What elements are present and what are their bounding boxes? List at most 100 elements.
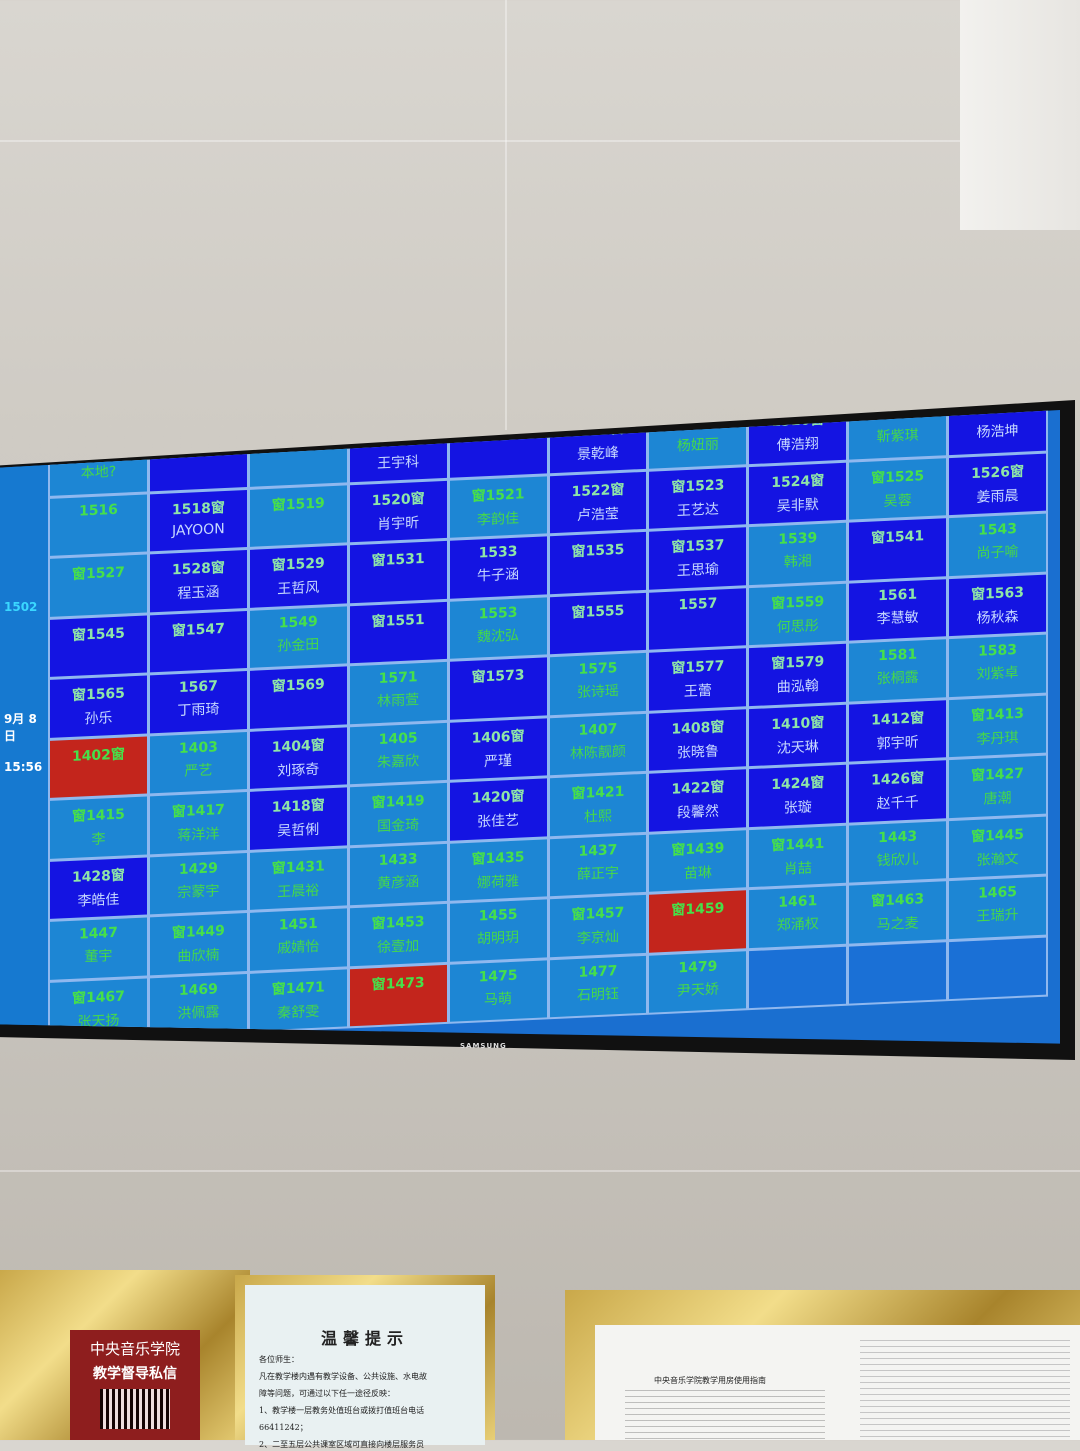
room-cell[interactable]: 1475 马萌 (449, 959, 547, 1022)
room-cell[interactable]: 窗1551 (349, 601, 447, 664)
room-cell[interactable]: 1426窗 赵千千 (849, 760, 947, 823)
room-cell[interactable]: 窗1421 杜熙 (549, 773, 647, 836)
room-cell[interactable]: 窗1413 李丹琪 (949, 695, 1046, 758)
room-cell[interactable]: 1553 魏沈弘 (449, 596, 547, 659)
room-cell[interactable]: 1571 林雨萱 (349, 661, 447, 724)
room-cell[interactable]: 窗1573 (449, 657, 547, 720)
room-cell[interactable]: 1443 钱欣儿 (849, 820, 947, 883)
room-cell[interactable]: 1420窗 张佳艺 (449, 778, 547, 841)
room-cell[interactable]: 1504窗 (149, 428, 247, 491)
room-cell[interactable]: 1509 杨妞丽 (649, 410, 747, 469)
side-date: 9月 8日 (4, 712, 37, 743)
room-cell[interactable]: 1522窗 卢浩莹 (549, 471, 647, 534)
room-cell[interactable]: 窗1545 (50, 615, 147, 677)
room-cell[interactable]: 窗1537 王思瑜 (649, 527, 747, 590)
room-cell[interactable]: 窗1459 (649, 890, 747, 953)
room-cell[interactable]: 1507 (449, 415, 547, 478)
room-cell[interactable]: 窗1417 蒋洋洋 (149, 791, 247, 854)
room-cell[interactable]: 1455 胡明玥 (449, 899, 547, 962)
room-cell[interactable]: 1410窗 沈天琳 (749, 704, 847, 767)
room-cell[interactable]: 窗1547 (149, 610, 247, 673)
room-cell[interactable]: 1402窗 (50, 736, 147, 798)
room-cell[interactable]: 窗1565 孙乐 (50, 675, 147, 738)
room-cell[interactable]: 窗1535 (549, 531, 647, 594)
room-cell[interactable]: 1447 董宇 (50, 917, 147, 980)
room-cell[interactable]: 1405 朱嘉欣 (349, 722, 447, 785)
room-cell[interactable]: 1543 尚子喻 (949, 513, 1046, 576)
room-cell[interactable]: 窗1445 张瀚文 (949, 816, 1046, 879)
room-cell[interactable]: 窗1523 王艺达 (649, 466, 747, 529)
room-cell[interactable]: 1422窗 段馨然 (649, 769, 747, 832)
room-cell[interactable]: 窗1555 (549, 592, 647, 655)
room-cell[interactable]: 窗1559 何思彤 (749, 583, 847, 646)
room-cell[interactable]: 窗1431 王晨裕 (249, 847, 347, 910)
room-cell[interactable]: 窗1463 马之麦 (849, 881, 947, 944)
room-cell[interactable]: 窗1427 唐潮 (949, 755, 1046, 818)
room-cell[interactable]: 窗1569 (249, 666, 347, 729)
room-cell[interactable]: 1408窗 张晓鲁 (649, 708, 747, 771)
room-cell[interactable]: 1567 丁雨琦 (149, 670, 247, 733)
room-cell[interactable]: 1403 严艺 (149, 731, 247, 794)
room-cell[interactable]: 1502 本地? (50, 433, 147, 496)
room-cell[interactable]: 1539 韩湘 (749, 522, 847, 585)
room-cell[interactable]: 窗1441 肖喆 (749, 825, 847, 888)
room-cell[interactable]: 1418窗 吴哲俐 (249, 787, 347, 850)
room-cell[interactable]: 窗1435 娜荷雅 (449, 838, 547, 901)
room-cell[interactable]: 1526窗 姜雨晨 (949, 453, 1046, 516)
room-cell[interactable]: 窗1453 徐壹加 (349, 903, 447, 966)
room-cell[interactable]: 1424窗 张璇 (749, 764, 847, 827)
room-cell[interactable]: 1407 林陈靓颜 (549, 713, 647, 776)
room-cell[interactable] (849, 941, 947, 1004)
room-cell[interactable]: 1516 (50, 494, 147, 556)
room-cell[interactable]: 窗1473 (349, 964, 447, 1027)
room-cell[interactable]: 1506窗 王宇科 (349, 419, 447, 482)
room-cell[interactable]: 窗1419 国金琦 (349, 782, 447, 845)
room-cell[interactable]: 1583 刘紫卓 (949, 634, 1046, 697)
room-cell[interactable]: 窗1439 苗琳 (649, 829, 747, 892)
room-cell[interactable]: 1461 郑涌权 (749, 885, 847, 948)
room-cell[interactable]: 窗1577 王蕾 (649, 648, 747, 711)
room-cell[interactable]: 窗1579 曲泓翰 (749, 643, 847, 706)
room-cell[interactable]: 1505 (249, 424, 347, 487)
room-cell[interactable]: 1557 (649, 587, 747, 650)
room-cell[interactable]: 1561 李慧敏 (849, 578, 947, 641)
room-cell[interactable]: 窗1521 李韵佳 (449, 475, 547, 538)
room-cell[interactable]: 1479 尹天娇 (649, 950, 747, 1013)
room-cell[interactable]: 1451 戚婧怡 (249, 908, 347, 971)
room-cell[interactable]: 1533 牛子涵 (449, 536, 547, 599)
room-cell[interactable]: 1575 张诗瑶 (549, 652, 647, 715)
room-cell[interactable]: 1520窗 肖宇昕 (349, 480, 447, 543)
room-cell[interactable] (949, 937, 1046, 1000)
room-cell[interactable]: 1404窗 刘琢奇 (249, 726, 347, 789)
room-cell[interactable]: 1581 张桐露 (849, 639, 947, 702)
room-cell[interactable]: 1412窗 郭宇昕 (849, 699, 947, 762)
room-cell[interactable]: 1549 孙金田 (249, 605, 347, 668)
room-cell[interactable]: 窗1525 吴蓉 (849, 457, 947, 520)
room-cell[interactable]: 1428窗 李皓佳 (50, 857, 147, 919)
room-cell[interactable] (749, 946, 847, 1009)
room-cell[interactable]: 窗1449 曲欣楠 (149, 912, 247, 975)
room-cell[interactable]: 1465 王瑞升 (949, 876, 1046, 939)
room-cell[interactable]: 窗1563 杨秋森 (949, 574, 1046, 637)
room-cell[interactable]: 窗1457 李京灿 (549, 894, 647, 957)
room-cell[interactable]: 窗1519 (249, 484, 347, 547)
room-cell[interactable]: 1429 宗蒙宇 (149, 852, 247, 915)
room-cell[interactable]: 1524窗 吴非默 (749, 462, 847, 525)
room-cell[interactable]: 1511靳紫琪 (849, 410, 947, 460)
room-cell[interactable]: 1433 黄彦涵 (349, 843, 447, 906)
room-cell[interactable]: 1477 石明钰 (549, 955, 647, 1018)
room-cell[interactable]: 窗1527 (50, 554, 147, 617)
room-cell[interactable]: 窗1531 (349, 540, 447, 603)
room-cell[interactable]: 1510窗傅浩翔 (749, 410, 847, 464)
room-cell[interactable]: 1469 洪佩露 (149, 973, 247, 1036)
room-cell[interactable]: 1437 薛正宇 (549, 834, 647, 897)
room-cell[interactable]: 窗1471 秦舒雯 (249, 968, 347, 1031)
room-cell[interactable]: 1512杨浩坤 (949, 410, 1046, 455)
room-cell[interactable]: 1528窗 程玉涵 (149, 549, 247, 612)
room-cell[interactable]: 窗1541 (849, 518, 947, 581)
room-cell[interactable]: 窗1529 王哲风 (249, 545, 347, 608)
room-cell[interactable]: 1508窗景乾峰 (549, 410, 647, 473)
room-cell[interactable]: 窗1415 李 (50, 796, 147, 859)
room-cell[interactable]: 1518窗 JAYOON (149, 489, 247, 552)
room-cell[interactable]: 1406窗 严瑾 (449, 717, 547, 780)
